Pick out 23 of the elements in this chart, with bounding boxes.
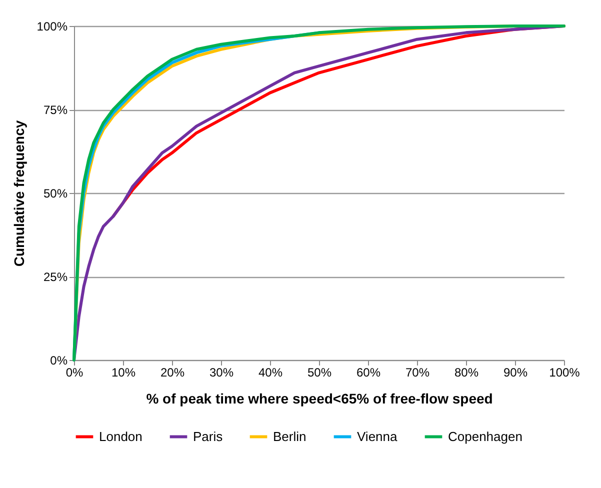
- legend-label: Copenhagen: [448, 428, 522, 444]
- x-tick-label: 0%: [66, 366, 84, 380]
- x-tick-label: 90%: [503, 366, 528, 380]
- x-tick-label: 50%: [307, 366, 332, 380]
- legend-label: Paris: [193, 428, 224, 444]
- y-axis-title: Cumulative frequency: [10, 120, 27, 267]
- x-tick-label: 80%: [454, 366, 479, 380]
- y-tick-label: 75%: [43, 103, 68, 117]
- x-axis-title: % of peak time where speed<65% of free-flow speed: [146, 390, 493, 406]
- legend-label: Vienna: [357, 428, 398, 444]
- y-tick-label: 25%: [43, 270, 68, 284]
- y-tick-label: 50%: [43, 186, 68, 200]
- legend-label: Berlin: [273, 428, 306, 444]
- y-tick-label: 0%: [50, 354, 68, 368]
- x-tick-label: 40%: [258, 366, 283, 380]
- x-tick-label: 60%: [356, 366, 381, 380]
- x-tick-label: 100%: [549, 366, 580, 380]
- x-tick-label: 10%: [111, 366, 136, 380]
- y-tick-label: 100%: [36, 20, 68, 34]
- legend-label: London: [99, 428, 142, 444]
- x-tick-label: 20%: [160, 366, 185, 380]
- x-tick-label: 30%: [209, 366, 234, 380]
- x-tick-label: 70%: [405, 366, 430, 380]
